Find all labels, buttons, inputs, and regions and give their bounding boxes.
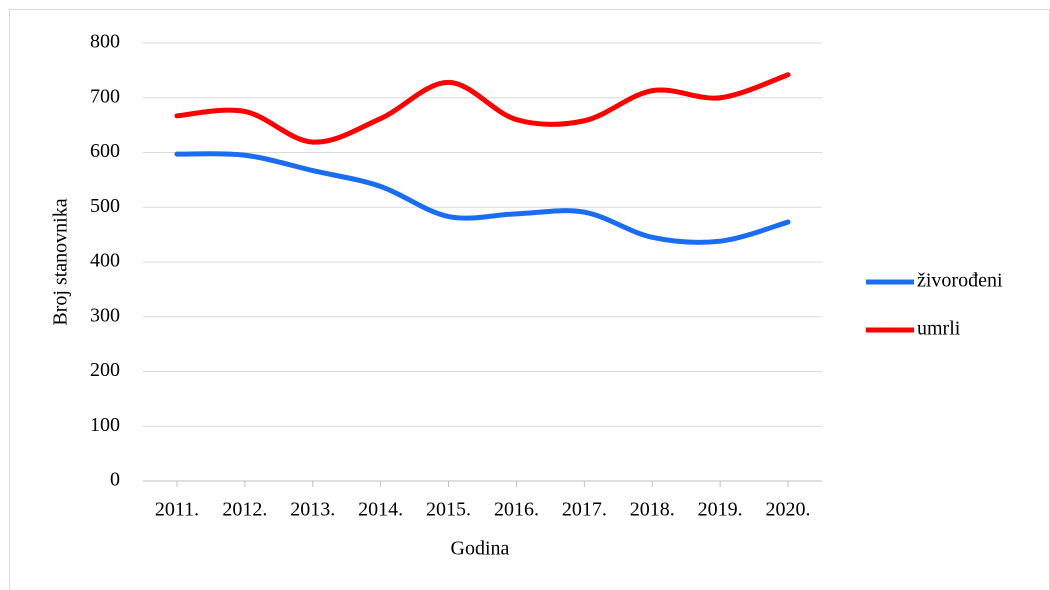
chart-border <box>9 9 1050 590</box>
x-tick-label: 2020. <box>766 499 811 521</box>
x-tick-label: 2012. <box>222 499 267 521</box>
y-tick-label: 200 <box>90 359 120 381</box>
y-axis-label: Broj stanovnika <box>50 198 72 325</box>
y-tick-label: 500 <box>90 195 120 217</box>
x-tick-label: 2013. <box>290 499 335 521</box>
x-tick-label: 2018. <box>630 499 675 521</box>
y-tick-label: 100 <box>90 414 120 436</box>
y-tick-label: 700 <box>90 85 120 107</box>
y-tick-label: 0 <box>110 469 120 491</box>
x-axis-label: Godina <box>451 538 510 560</box>
y-tick-label: 800 <box>90 31 120 53</box>
legend-label: živorođeni <box>917 270 1003 292</box>
legend-label: umrli <box>917 318 961 340</box>
y-tick-label: 600 <box>90 140 120 162</box>
series-line <box>174 72 791 145</box>
y-tick-label: 300 <box>90 304 120 326</box>
x-tick-label: 2015. <box>426 499 471 521</box>
x-tick-label: 2016. <box>494 499 539 521</box>
series-line <box>174 151 791 245</box>
x-tick-label: 2014. <box>358 499 403 521</box>
x-tick-label: 2019. <box>698 499 743 521</box>
y-tick-label: 400 <box>90 250 120 272</box>
x-tick-label: 2017. <box>562 499 607 521</box>
x-tick-label: 2011. <box>155 499 199 521</box>
